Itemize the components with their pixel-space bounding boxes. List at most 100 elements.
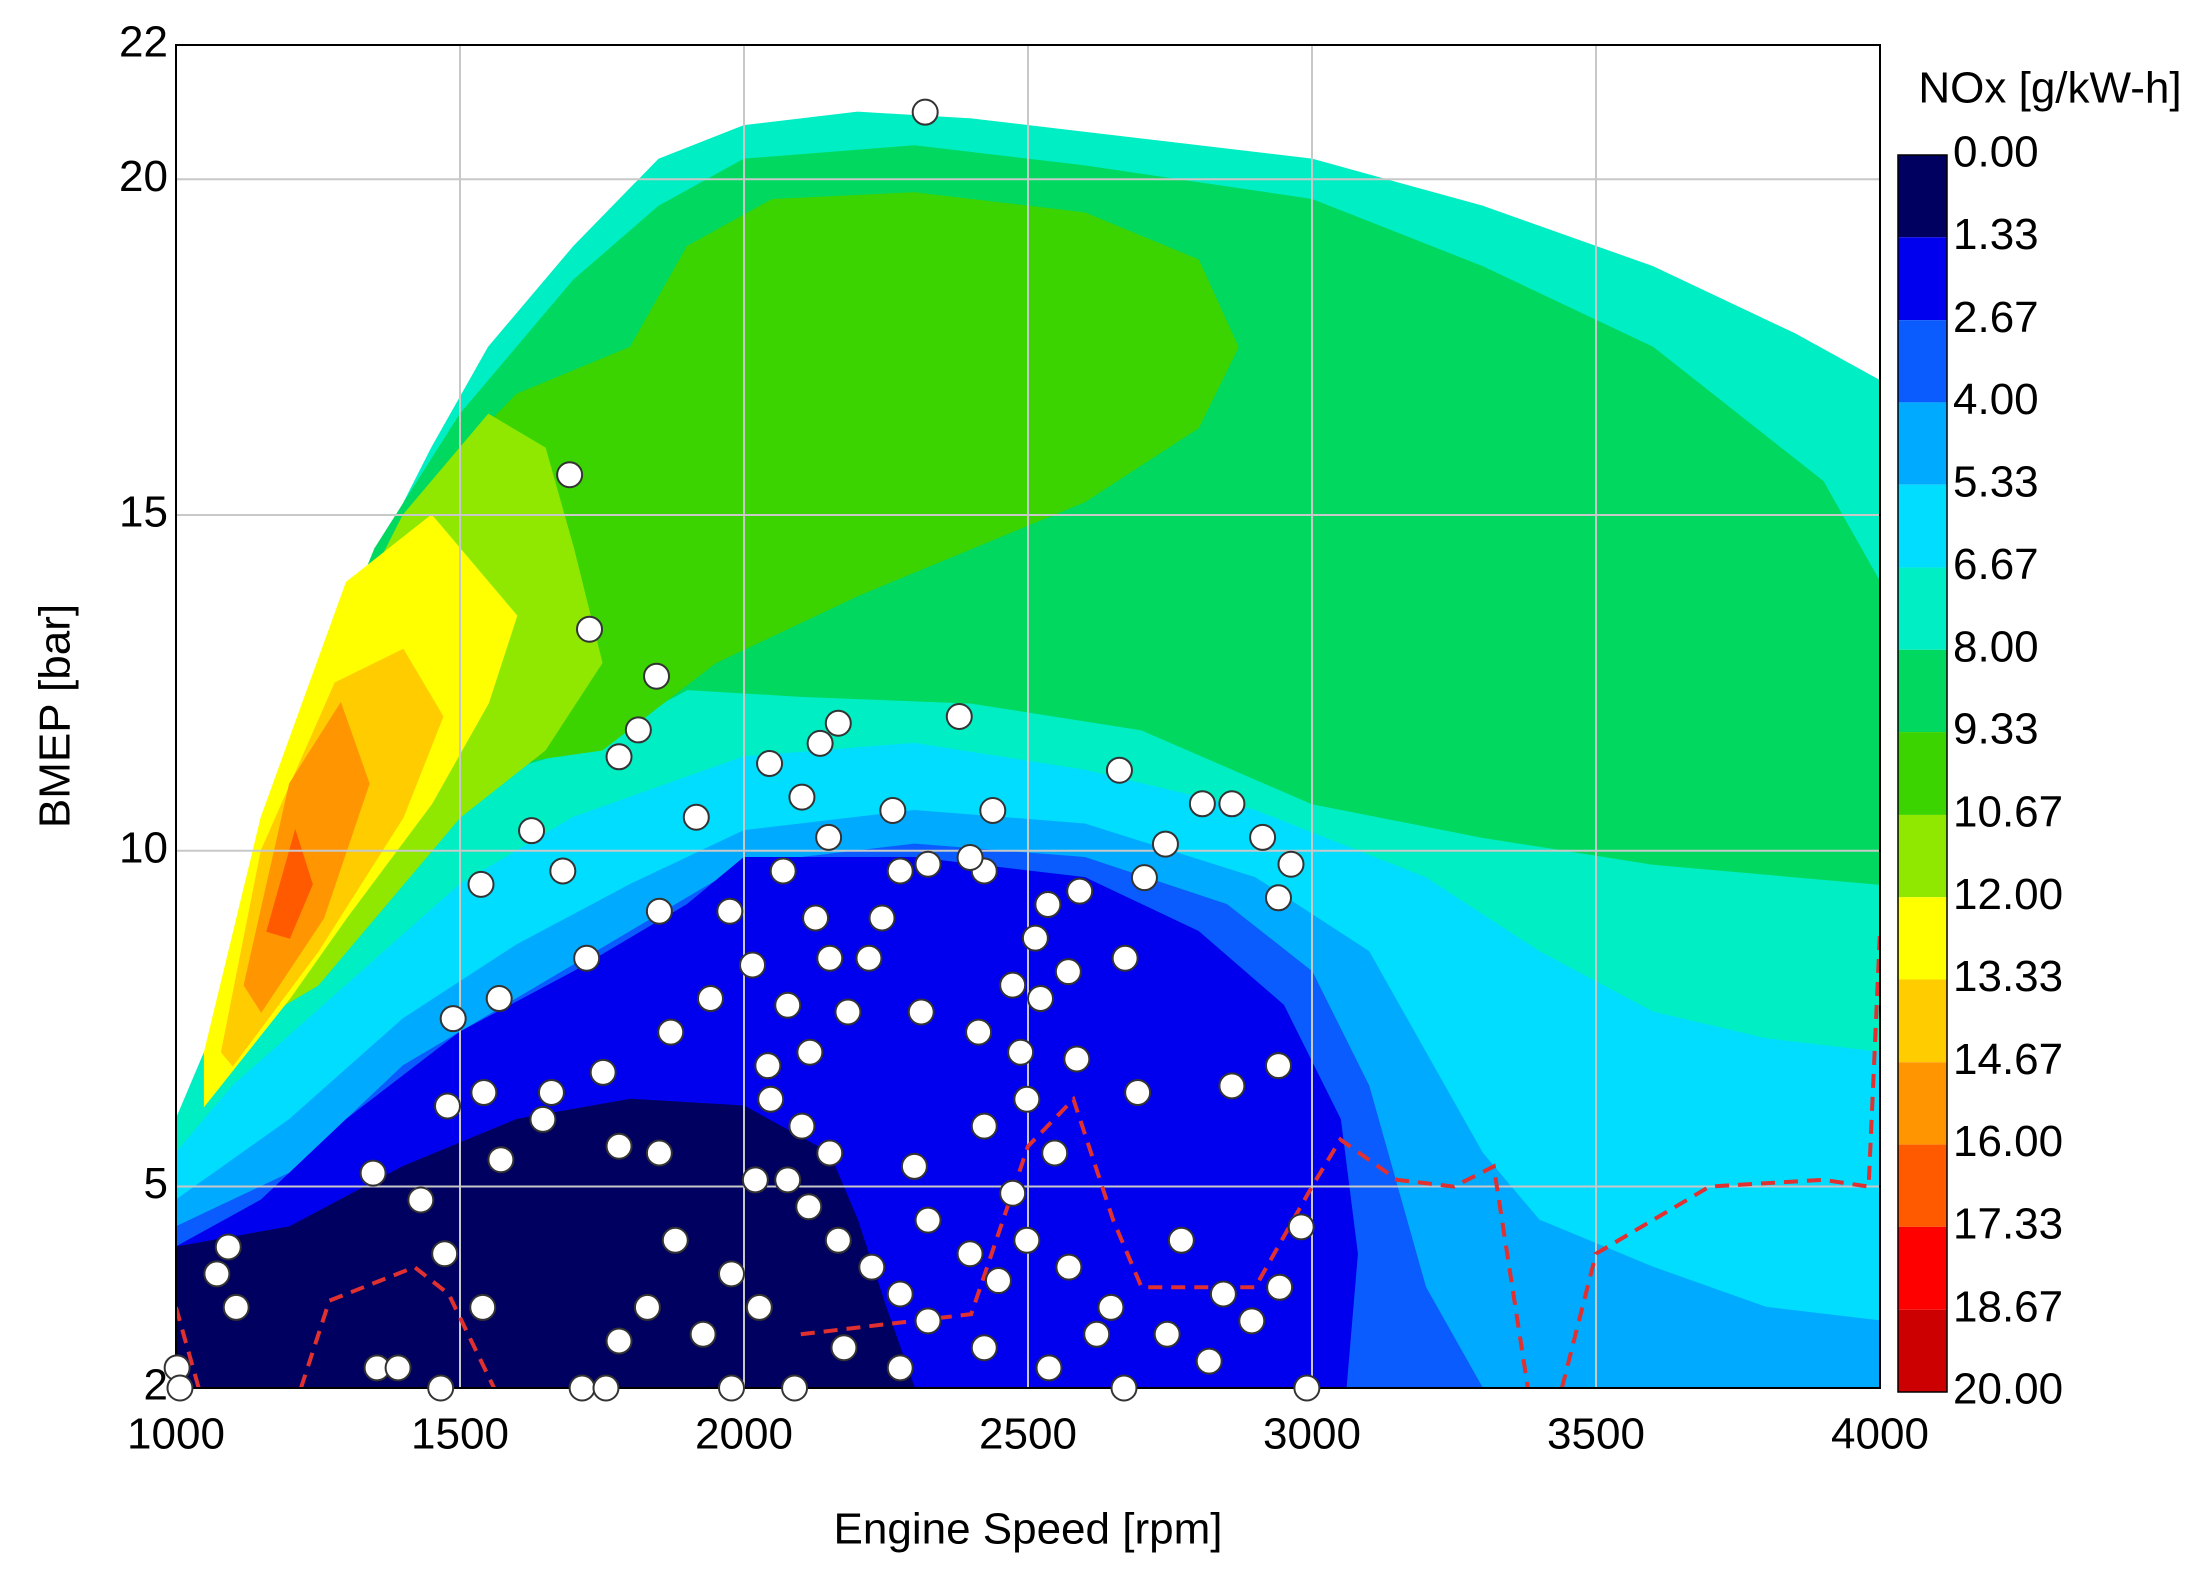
- scatter-point: [1066, 877, 1094, 905]
- x-tick-label: 2000: [695, 1410, 793, 1459]
- scatter-point: [1153, 1320, 1181, 1348]
- scatter-point: [718, 1260, 746, 1288]
- scatter-point: [1097, 1293, 1125, 1321]
- scatter-point: [1055, 1253, 1083, 1281]
- scatter-point: [384, 1354, 412, 1382]
- scatter-point: [689, 1320, 717, 1348]
- colorbar-band: [1898, 1309, 1947, 1392]
- colorbar-border: [1897, 154, 1948, 1393]
- y-tick-label: 20: [119, 152, 168, 201]
- scatter-point: [645, 1139, 673, 1167]
- scatter-point: [1035, 1354, 1063, 1382]
- scatter-point: [824, 709, 852, 737]
- scatter-point: [745, 1293, 773, 1321]
- scatter-point: [1188, 790, 1216, 818]
- y-tick-label: 15: [119, 488, 168, 537]
- scatter-point: [556, 461, 584, 489]
- scatter-point: [781, 1374, 809, 1402]
- scatter-point: [788, 783, 816, 811]
- scatter-point: [956, 844, 984, 872]
- scatter-point: [605, 1132, 633, 1160]
- colorbar-tick-label: 0.00: [1953, 128, 2039, 177]
- scatter-point: [624, 716, 652, 744]
- scatter-point: [1209, 1280, 1237, 1308]
- x-tick-label: 4000: [1831, 1410, 1929, 1459]
- scatter-point: [1111, 944, 1139, 972]
- colorbar-band: [1898, 897, 1947, 980]
- scatter-point: [816, 1139, 844, 1167]
- scatter-point: [485, 985, 513, 1013]
- x-tick-label: 1500: [411, 1410, 509, 1459]
- scatter-point: [868, 904, 896, 932]
- scatter-point: [834, 998, 862, 1026]
- colorbar-band: [1898, 814, 1947, 898]
- scatter-point: [979, 797, 1007, 825]
- y-axis-label: BMEP [bar]: [31, 604, 80, 828]
- scatter-point: [956, 1240, 984, 1268]
- scatter-point: [886, 857, 914, 885]
- scatter-point: [1105, 756, 1133, 784]
- scatter-point: [1218, 790, 1246, 818]
- scatter-point: [914, 1206, 942, 1234]
- colorbar-tick-label: 6.67: [1953, 540, 2039, 589]
- scatter-point: [431, 1240, 459, 1268]
- scatter-point: [467, 870, 495, 898]
- scatter-point: [756, 750, 784, 778]
- scatter-point: [739, 951, 767, 979]
- y-tick-label: 22: [119, 18, 168, 67]
- scatter-point: [549, 857, 577, 885]
- colorbar-tick-label: 8.00: [1953, 622, 2039, 671]
- scatter-point: [1124, 1079, 1152, 1107]
- scatter-point: [1013, 1085, 1041, 1113]
- scatter-point: [661, 1226, 689, 1254]
- scatter-point: [830, 1334, 858, 1362]
- scatter-point: [1026, 985, 1054, 1013]
- scatter-point: [1151, 830, 1179, 858]
- scatter-point: [1293, 1374, 1321, 1402]
- scatter-point: [605, 1327, 633, 1355]
- scatter-point: [1013, 1226, 1041, 1254]
- scatter-point: [970, 1334, 998, 1362]
- scatter-point: [886, 1280, 914, 1308]
- colorbar-tick-label: 16.00: [1953, 1117, 2063, 1166]
- scatter-point: [214, 1233, 242, 1261]
- scatter-point: [1264, 884, 1292, 912]
- scatter-point: [407, 1186, 435, 1214]
- scatter-point: [1287, 1213, 1315, 1241]
- colorbar-band: [1898, 1062, 1947, 1145]
- scatter-point: [1167, 1226, 1195, 1254]
- colorbar-tick-label: 12.00: [1953, 870, 2063, 919]
- scatter-point: [1083, 1320, 1111, 1348]
- scatter-point: [1130, 864, 1158, 892]
- scatter-point: [1110, 1374, 1138, 1402]
- colorbar-tick-label: 17.33: [1953, 1199, 2063, 1248]
- scatter-point: [1249, 823, 1277, 851]
- scatter-point: [568, 1374, 596, 1402]
- scatter-point: [469, 1293, 497, 1321]
- scatter-point: [769, 857, 797, 885]
- scatter-point: [806, 729, 834, 757]
- scatter-point: [1238, 1307, 1266, 1335]
- scatter-point: [855, 944, 883, 972]
- scatter-point: [1277, 850, 1305, 878]
- colorbar-band: [1898, 732, 1947, 815]
- scatter-point: [858, 1253, 886, 1281]
- colorbar-band: [1898, 649, 1947, 733]
- plot-border: [175, 44, 1881, 1389]
- scatter-point: [1264, 1052, 1292, 1080]
- scatter-point: [1218, 1072, 1246, 1100]
- scatter-point: [633, 1293, 661, 1321]
- scatter-point: [439, 1005, 467, 1033]
- scatter-point: [796, 1038, 824, 1066]
- scatter-point: [643, 662, 671, 690]
- y-tick-label: 5: [144, 1159, 168, 1208]
- scatter-point: [1266, 1273, 1294, 1301]
- x-tick-label: 2500: [979, 1410, 1077, 1459]
- colorbar-tick-label: 14.67: [1953, 1035, 2063, 1084]
- contour-region: [266, 828, 313, 939]
- scatter-point: [1041, 1139, 1069, 1167]
- scatter-point: [754, 1052, 782, 1080]
- colorbar-band: [1898, 320, 1947, 403]
- colorbar-band: [1898, 155, 1947, 238]
- scatter-point: [487, 1146, 515, 1174]
